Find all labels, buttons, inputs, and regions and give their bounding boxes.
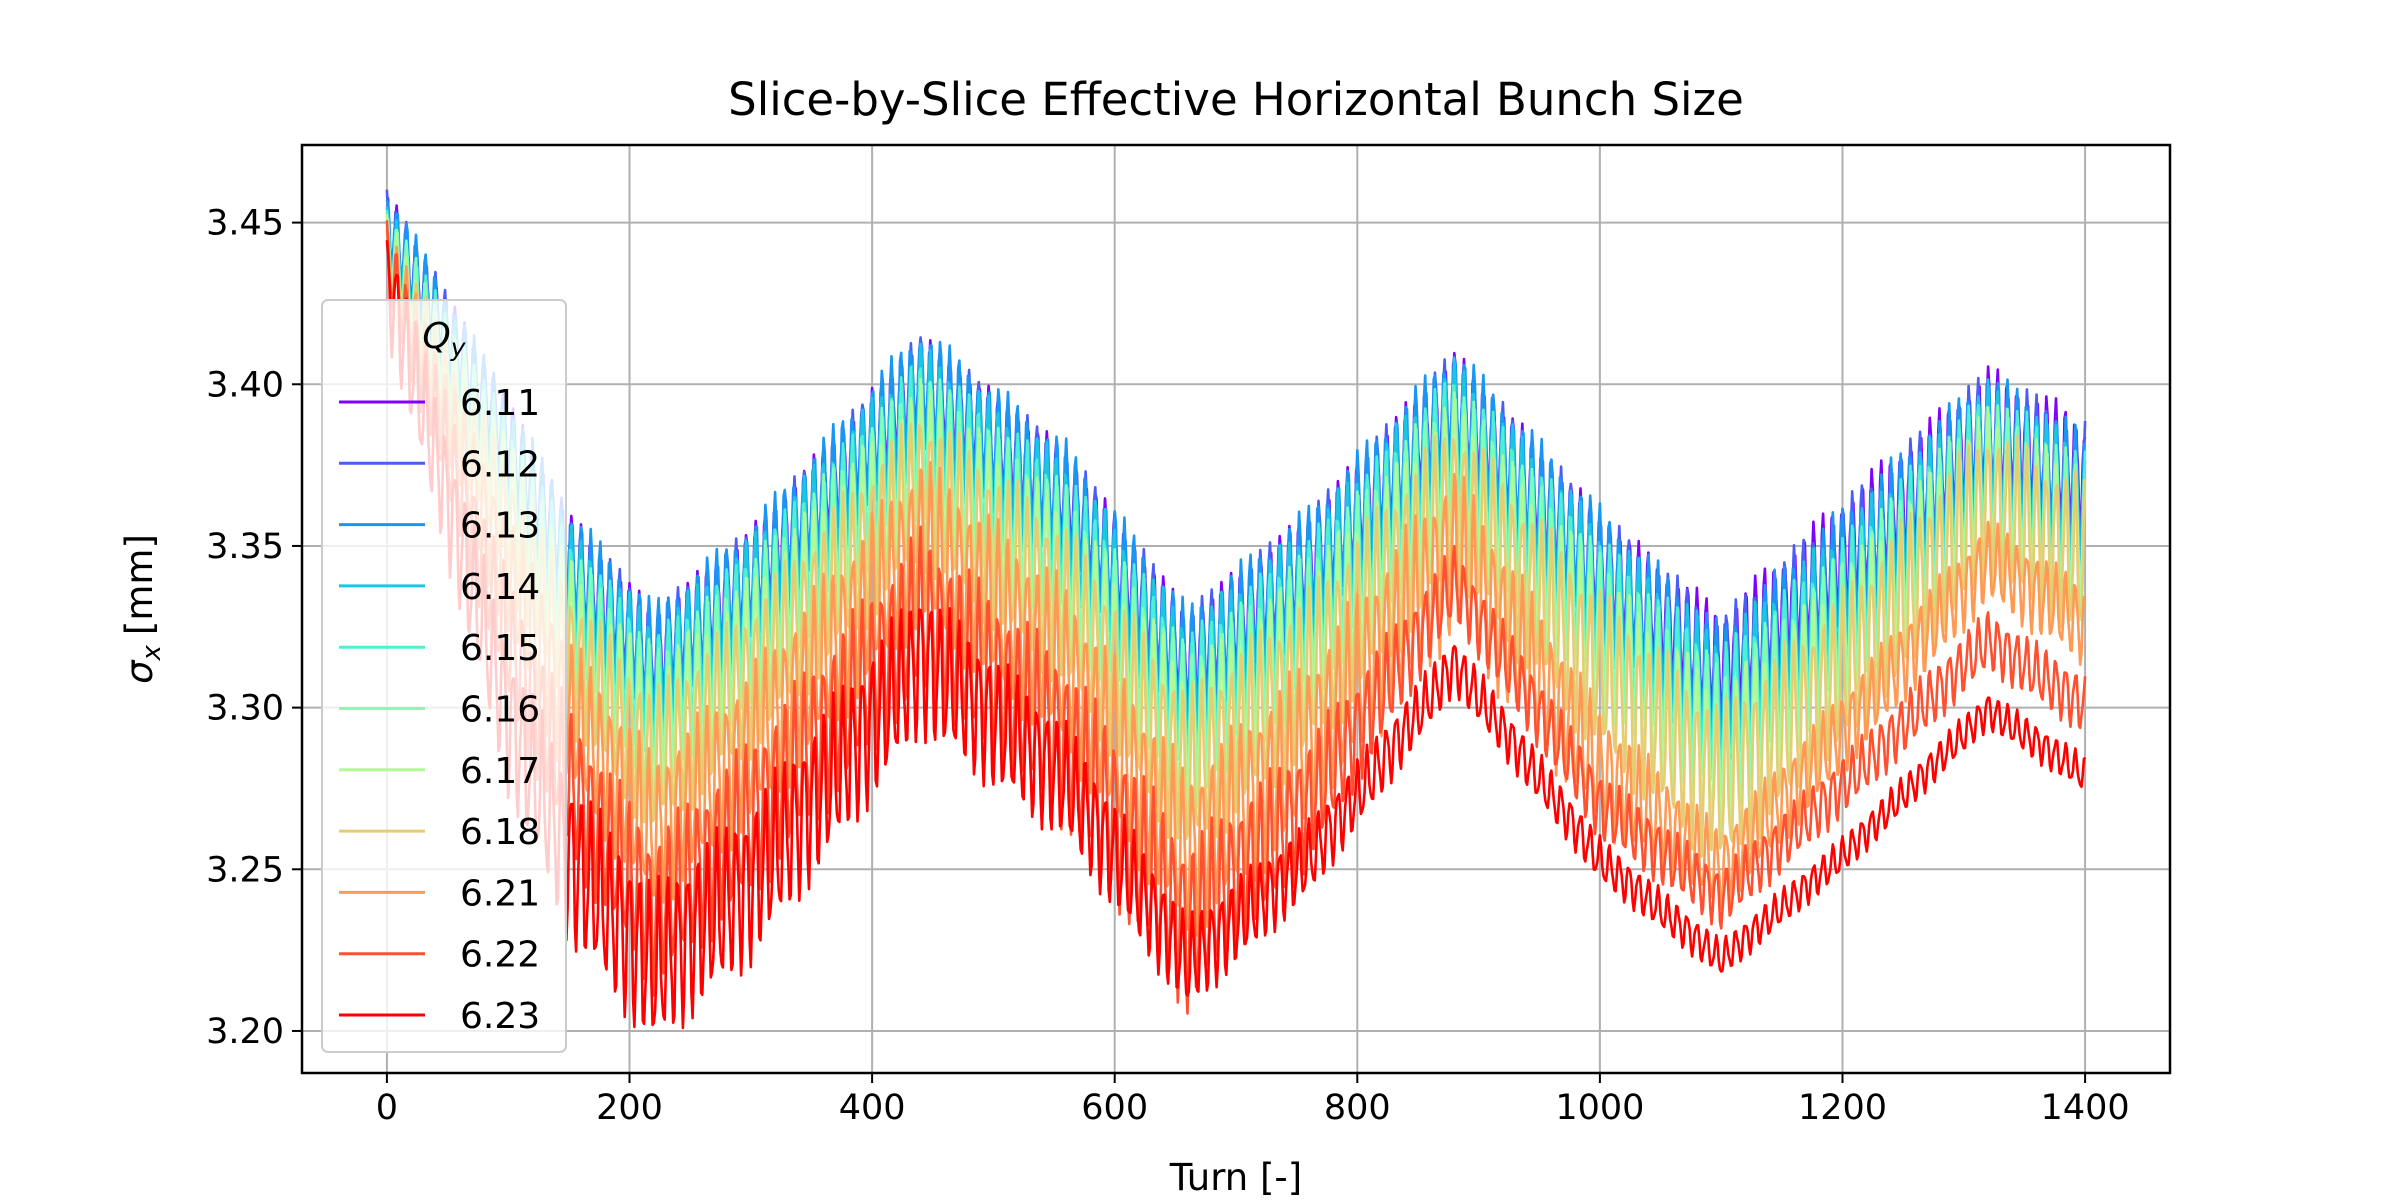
x-axis-label: Turn [-] — [1169, 1156, 1302, 1199]
legend: Qy 6.116.126.136.146.156.166.176.186.216… — [321, 299, 567, 1053]
legend-title-symbol: Q — [422, 316, 450, 357]
legend-label: 6.22 — [460, 935, 540, 976]
legend-label: 6.11 — [460, 383, 540, 424]
x-tick-label: 1200 — [1798, 1088, 1887, 1128]
legend-box — [321, 299, 567, 1053]
x-tick-label: 200 — [596, 1088, 663, 1128]
legend-label: 6.14 — [460, 567, 540, 608]
plot-frame — [300, 143, 2172, 1075]
legend-title: Qy — [422, 316, 466, 362]
y-tick-label: 3.20 — [206, 1012, 284, 1052]
series-line-6-21 — [385, 230, 2087, 937]
legend-label: 6.17 — [460, 751, 540, 792]
y-axis-label-unit: [mm] — [118, 534, 161, 635]
y-tick-label: 3.40 — [206, 365, 284, 405]
y-tick-label: 3.35 — [206, 527, 284, 567]
x-axis-ticks: 0 200 400 600 800 1000 1200 1400 — [376, 1073, 2130, 1128]
x-tick-label: 600 — [1081, 1088, 1148, 1128]
x-tick-label: 800 — [1324, 1088, 1391, 1128]
chart-title: Slice-by-Slice Effective Horizontal Bunc… — [728, 73, 1744, 126]
legend-label: 6.15 — [460, 628, 540, 669]
series-layer — [385, 189, 2087, 1030]
x-tick-label: 400 — [839, 1088, 906, 1128]
x-tick-label: 1000 — [1555, 1088, 1644, 1128]
legend-label: 6.12 — [460, 444, 540, 485]
legend-label: 6.23 — [460, 996, 540, 1037]
y-axis-label-symbol: σ — [118, 659, 161, 684]
y-tick-label: 3.45 — [206, 204, 284, 244]
y-tick-label: 3.25 — [206, 850, 284, 890]
legend-label: 6.13 — [460, 506, 540, 547]
x-tick-label: 1400 — [2041, 1088, 2130, 1128]
legend-label: 6.21 — [460, 873, 540, 914]
x-tick-label: 0 — [376, 1088, 398, 1128]
y-tick-label: 3.30 — [206, 689, 284, 729]
y-axis-label: σx [mm] — [118, 534, 167, 684]
legend-items: 6.11 6.12 6.13 6.14 6.15 6.16 6.17 6.18 6.21 6.22… — [339, 383, 540, 1037]
legend-label: 6.18 — [460, 812, 540, 853]
legend-title-subscript: y — [450, 333, 467, 362]
y-axis-label-subscript: x — [137, 644, 167, 661]
series-line-6-23 — [385, 240, 2087, 1030]
legend-label: 6.16 — [460, 690, 540, 731]
series-line-6-18 — [385, 230, 2087, 858]
y-axis-ticks: 3.20 3.25 3.30 3.35 3.40 3.45 — [206, 204, 302, 1052]
